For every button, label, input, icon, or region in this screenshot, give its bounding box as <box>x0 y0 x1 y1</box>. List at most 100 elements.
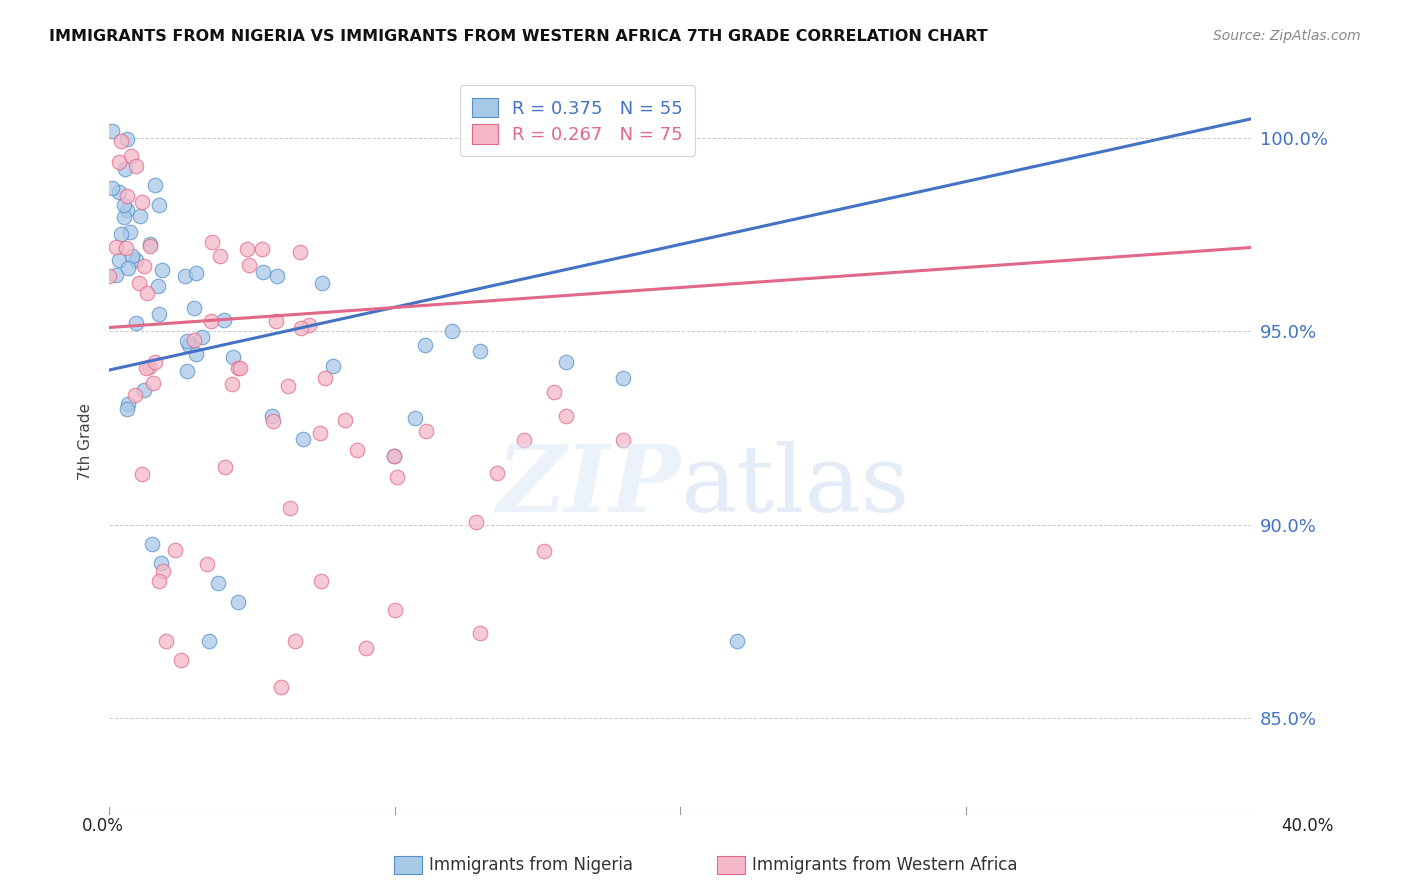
Point <box>288 244 311 259</box>
Point <box>110 227 132 241</box>
Point <box>292 432 315 446</box>
Point <box>104 268 127 282</box>
Point <box>208 249 231 263</box>
Point <box>311 276 333 290</box>
Point <box>440 324 463 338</box>
Point <box>148 198 170 212</box>
Point <box>115 132 138 146</box>
Point <box>148 307 170 321</box>
Point <box>207 575 229 590</box>
Text: 0.0%: 0.0% <box>82 817 124 835</box>
Point <box>212 313 235 327</box>
Point <box>184 266 207 280</box>
Point <box>150 262 173 277</box>
Point <box>382 449 405 463</box>
Point <box>183 333 205 347</box>
Point <box>221 376 243 391</box>
Point <box>115 241 138 255</box>
Text: Immigrants from Nigeria: Immigrants from Nigeria <box>429 856 633 874</box>
Text: Source: ZipAtlas.com: Source: ZipAtlas.com <box>1213 29 1361 43</box>
Point <box>115 189 138 203</box>
Point <box>183 301 205 315</box>
Point <box>142 376 165 390</box>
Text: IMMIGRANTS FROM NIGERIA VS IMMIGRANTS FROM WESTERN AFRICA 7TH GRADE CORRELATION : IMMIGRANTS FROM NIGERIA VS IMMIGRANTS FR… <box>49 29 988 44</box>
Point <box>131 194 153 209</box>
Point <box>117 402 139 417</box>
Point <box>124 388 146 402</box>
Point <box>298 318 321 332</box>
Point <box>226 595 249 609</box>
Point <box>128 209 150 223</box>
Point <box>148 574 170 589</box>
Point <box>413 338 436 352</box>
Point <box>314 370 336 384</box>
Point <box>105 240 128 254</box>
Point <box>533 544 555 558</box>
Point <box>131 467 153 481</box>
Point <box>135 361 157 376</box>
Point <box>143 355 166 369</box>
Point <box>132 259 155 273</box>
Point <box>485 466 508 480</box>
Point <box>125 159 148 173</box>
Point <box>415 424 437 438</box>
Point <box>262 414 284 428</box>
Point <box>191 330 214 344</box>
Point <box>198 633 221 648</box>
Point <box>222 350 245 364</box>
Point <box>101 123 124 137</box>
Point <box>184 347 207 361</box>
Point <box>201 235 224 250</box>
Point <box>238 258 260 272</box>
Point <box>384 603 406 617</box>
Point <box>107 185 129 199</box>
Point <box>214 460 236 475</box>
Point <box>335 413 357 427</box>
Point <box>470 343 492 358</box>
Point <box>128 276 150 290</box>
Point <box>98 268 121 283</box>
Y-axis label: 7th Grade: 7th Grade <box>79 403 93 480</box>
Text: ZIP: ZIP <box>496 442 681 532</box>
Point <box>120 149 142 163</box>
Point <box>155 633 177 648</box>
Point <box>277 379 299 393</box>
Text: Immigrants from Western Africa: Immigrants from Western Africa <box>752 856 1018 874</box>
Point <box>176 364 198 378</box>
Point <box>139 237 162 252</box>
Point <box>125 316 148 330</box>
Text: atlas: atlas <box>681 442 910 532</box>
Point <box>308 425 330 440</box>
Point <box>385 470 408 484</box>
Point <box>118 225 141 239</box>
Point <box>555 355 578 369</box>
Point <box>108 253 131 268</box>
Point <box>236 242 259 256</box>
Point <box>141 537 163 551</box>
Point <box>284 633 307 648</box>
Point <box>195 557 218 571</box>
Point <box>226 361 249 376</box>
Point <box>404 410 426 425</box>
Point <box>612 433 634 447</box>
Point <box>512 433 534 447</box>
Point <box>725 633 748 648</box>
Point <box>146 279 169 293</box>
Point <box>309 574 332 588</box>
Point <box>134 383 156 397</box>
Point <box>139 239 162 253</box>
Point <box>543 385 565 400</box>
Point <box>278 501 301 516</box>
Point <box>114 162 136 177</box>
Point <box>252 265 274 279</box>
Point <box>117 261 139 276</box>
Point <box>346 442 368 457</box>
Point <box>117 397 139 411</box>
Point <box>270 680 292 694</box>
Point <box>470 626 492 640</box>
Point <box>107 155 129 169</box>
Point <box>115 202 138 217</box>
Point <box>149 557 172 571</box>
Legend: R = 0.375   N = 55, R = 0.267   N = 75: R = 0.375 N = 55, R = 0.267 N = 75 <box>460 85 696 156</box>
Text: 40.0%: 40.0% <box>1281 817 1334 835</box>
